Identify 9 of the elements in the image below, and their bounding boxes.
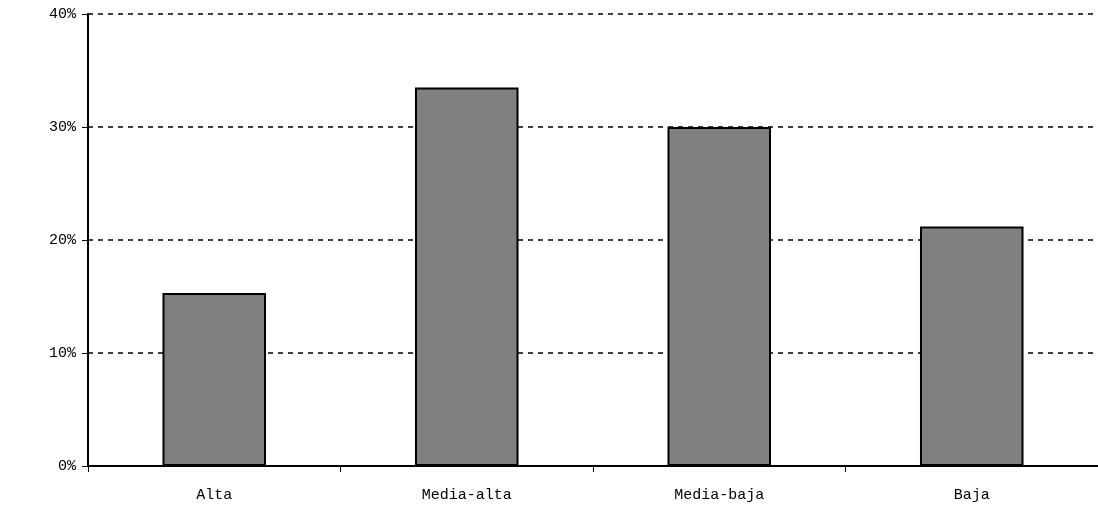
x-tick-label: Media-alta [421,487,512,504]
x-tick-label: Media-baja [674,487,765,504]
y-tick-label: 20% [48,231,77,249]
x-tick-label: Baja [953,487,990,504]
y-tick-label: 10% [48,344,77,362]
y-tick-label: 0% [57,457,77,475]
y-tick-label: 30% [48,118,77,136]
y-tick-label: 40% [48,5,77,23]
x-tick-label: Alta [196,487,233,504]
